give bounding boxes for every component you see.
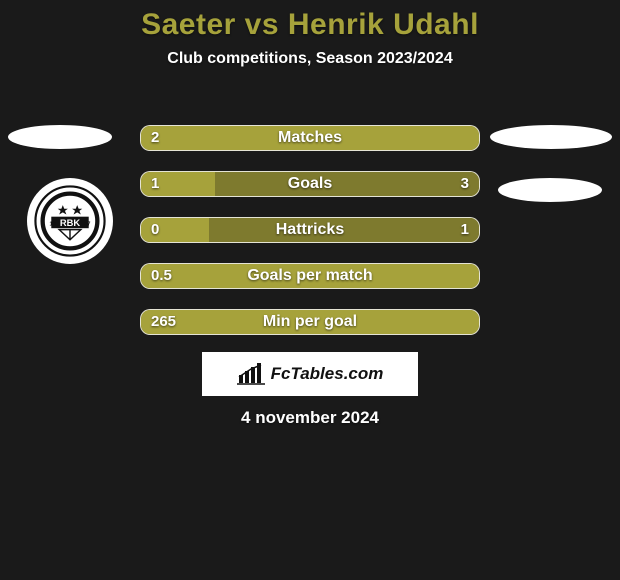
bar-label: Goals per match xyxy=(141,264,479,288)
bar-row: 13Goals xyxy=(140,171,480,197)
bar-label: Goals xyxy=(141,172,479,196)
placeholder-logo-left-1 xyxy=(8,125,112,149)
bar-row: 0.5Goals per match xyxy=(140,263,480,289)
bar-chart-icon xyxy=(237,363,265,385)
bar-row: 265Min per goal xyxy=(140,309,480,335)
club-badge: RBK 19 17 xyxy=(27,178,113,264)
date-text: 4 november 2024 xyxy=(0,408,620,428)
comparison-bars: 2Matches 13Goals 01Hattricks 0.5Goals per m… xyxy=(140,125,480,355)
bar-row: 01Hattricks xyxy=(140,217,480,243)
bar-row: 2Matches xyxy=(140,125,480,151)
club-badge-icon: RBK 19 17 xyxy=(34,185,106,257)
subtitle: Club competitions, Season 2023/2024 xyxy=(0,50,620,68)
watermark: FcTables.com xyxy=(202,352,418,396)
club-badge-label: RBK xyxy=(60,218,81,228)
bar-label: Matches xyxy=(141,126,479,150)
bar-label: Hattricks xyxy=(141,218,479,242)
club-badge-year-left: 19 xyxy=(50,221,56,227)
placeholder-logo-right-2 xyxy=(498,178,602,202)
placeholder-logo-right-1 xyxy=(490,125,612,149)
watermark-text: FcTables.com xyxy=(271,364,384,384)
club-badge-year-right: 17 xyxy=(84,221,90,227)
page-title: Saeter vs Henrik Udahl xyxy=(0,0,620,42)
bar-label: Min per goal xyxy=(141,310,479,334)
